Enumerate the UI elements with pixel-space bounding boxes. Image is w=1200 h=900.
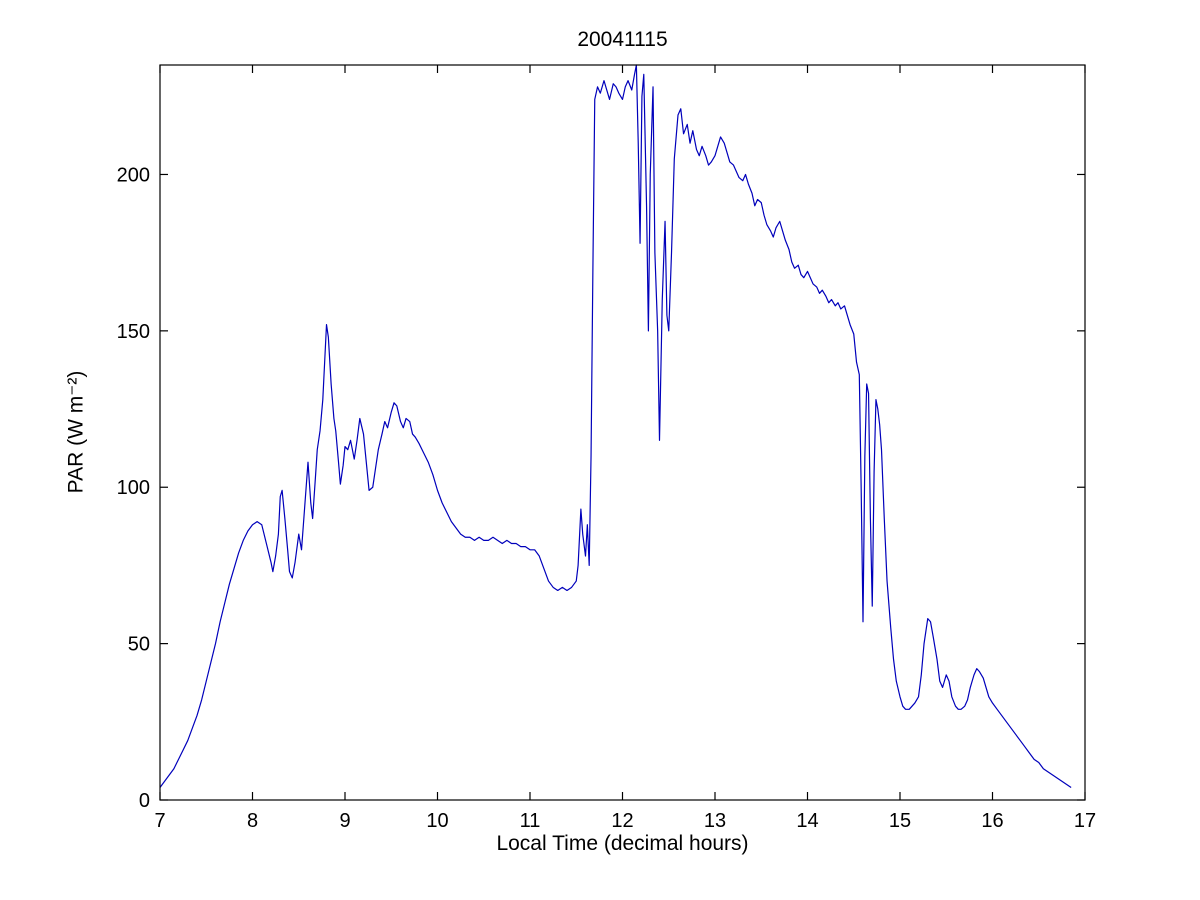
chart-title: 20041115	[577, 28, 668, 51]
x-tick-label: 10	[426, 810, 448, 832]
axes-box	[159, 64, 1086, 801]
y-axis-label: PAR (W m⁻²)	[64, 370, 88, 494]
x-axis-label: Local Time (decimal hours)	[496, 832, 749, 855]
data-line-par	[159, 64, 1072, 788]
y-tick-label: 0	[139, 790, 150, 812]
y-tick-label: 150	[117, 321, 150, 343]
x-tick-label: 16	[981, 810, 1003, 832]
x-tick-label: 9	[339, 810, 350, 832]
x-tick-label: 8	[247, 810, 258, 832]
x-tick-label: 11	[520, 810, 541, 832]
y-tick-label: 200	[117, 164, 150, 186]
x-tick-label: 13	[704, 810, 726, 832]
x-tick-label: 14	[796, 810, 818, 832]
y-tick-label: 50	[128, 634, 150, 656]
x-tick-label: 12	[611, 810, 633, 832]
x-tick-label: 7	[154, 810, 165, 832]
y-tick-label: 100	[117, 477, 150, 499]
x-tick-label: 15	[889, 810, 911, 832]
x-tick-label: 17	[1074, 810, 1096, 832]
